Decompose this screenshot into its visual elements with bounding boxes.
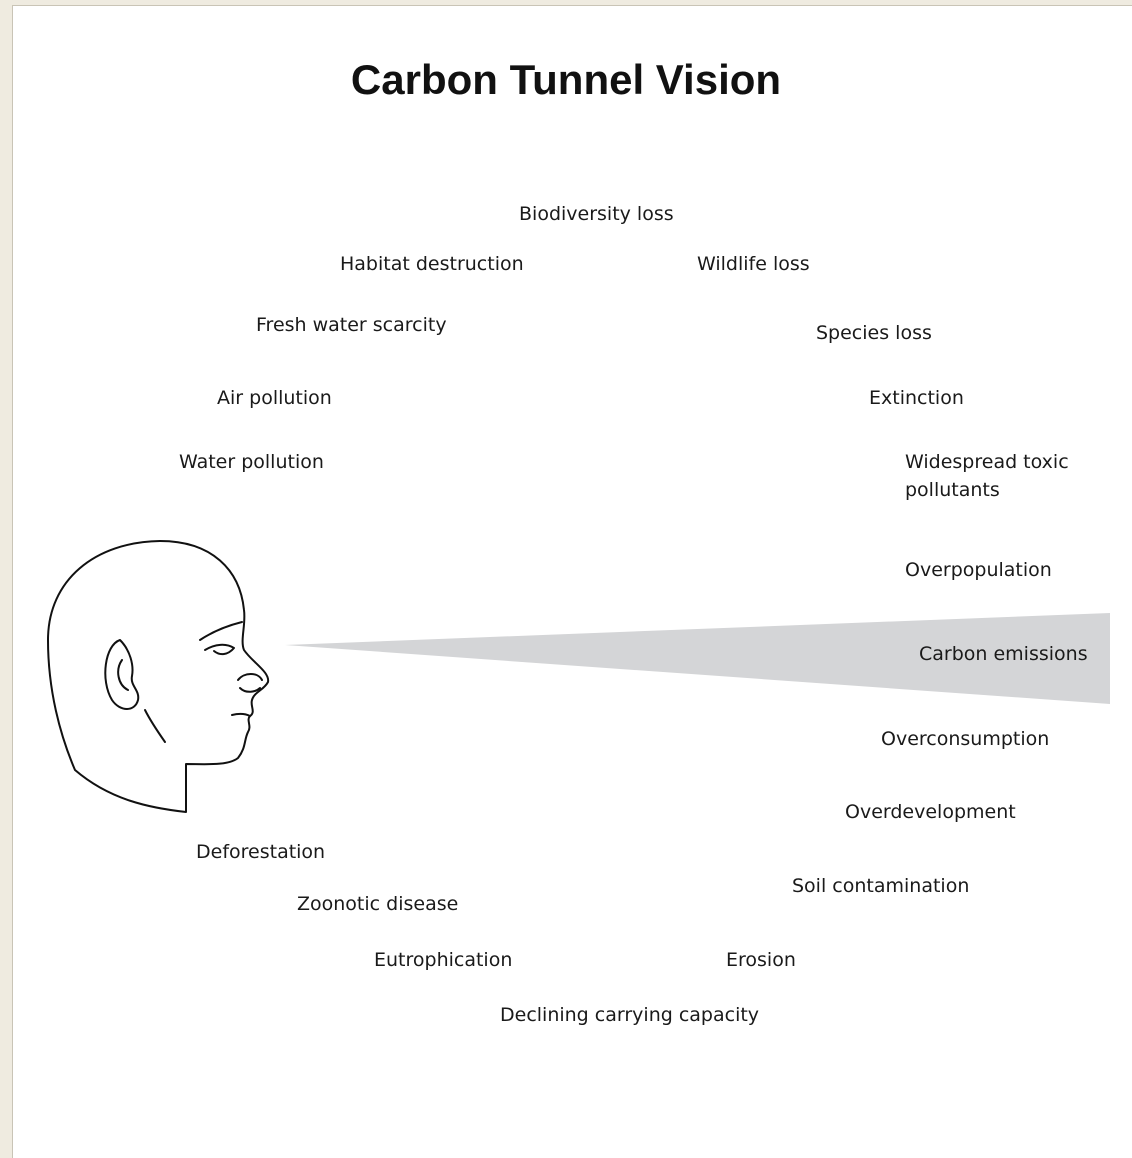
label: Zoonotic disease xyxy=(297,890,458,918)
label: Carbon emissions xyxy=(919,640,1088,668)
label: Overpopulation xyxy=(905,556,1052,584)
label: Erosion xyxy=(726,946,796,974)
label: Declining carrying capacity xyxy=(500,1001,759,1029)
label: Overconsumption xyxy=(881,725,1049,753)
head xyxy=(48,541,268,812)
label: Water pollution xyxy=(179,448,324,476)
label: Deforestation xyxy=(196,838,325,866)
label: Widespread toxic pollutants xyxy=(905,448,1085,504)
label: Fresh water scarcity xyxy=(256,311,447,339)
label: Wildlife loss xyxy=(697,250,810,278)
title: Carbon Tunnel Vision xyxy=(0,56,1132,104)
label: Soil contamination xyxy=(792,872,969,900)
label: Habitat destruction xyxy=(340,250,524,278)
label: Biodiversity loss xyxy=(519,200,674,228)
label: Air pollution xyxy=(217,384,332,412)
page-root: Carbon Tunnel Vision Biodiversity loss Ha… xyxy=(0,0,1132,1158)
label: Overdevelopment xyxy=(845,798,1016,826)
label: Species loss xyxy=(816,319,932,347)
label: Eutrophication xyxy=(374,946,512,974)
label: Extinction xyxy=(869,384,964,412)
